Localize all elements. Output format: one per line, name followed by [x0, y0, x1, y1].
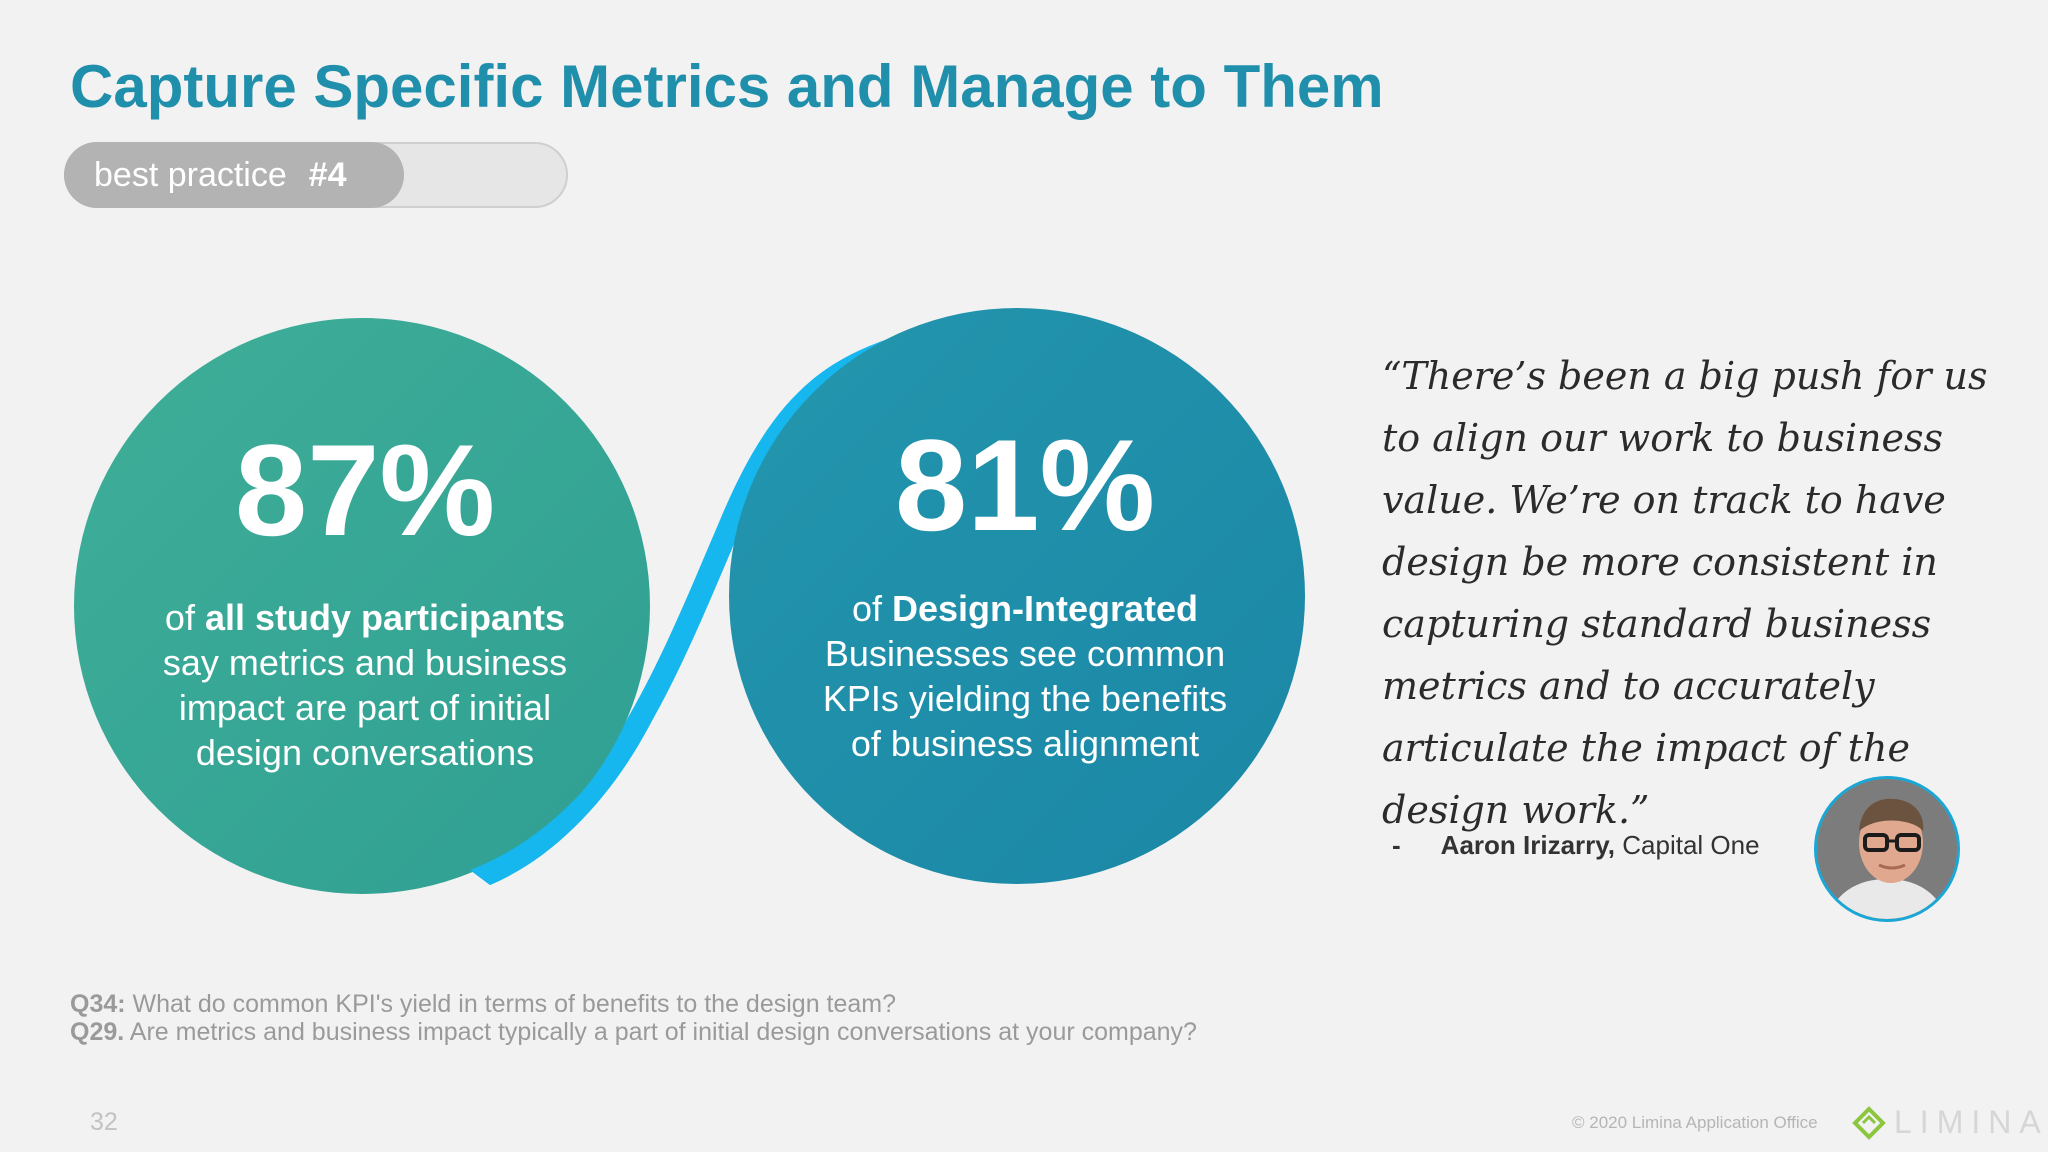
- stat-description: of all study participants say metrics an…: [100, 595, 630, 775]
- question-id: Q29.: [70, 1018, 125, 1046]
- question-item: Q29. Are metrics and business impact typ…: [70, 1018, 1197, 1046]
- stat-emphasis: all study participants: [204, 597, 566, 638]
- stat-block-design-integrated: 81% of Design-Integrated Businesses see …: [760, 420, 1290, 766]
- question-id: Q34:: [70, 990, 126, 1018]
- stat-line: of business alignment: [850, 723, 1200, 764]
- quote-author: Aaron Irizarry,: [1440, 830, 1616, 860]
- stat-line: Businesses see common: [824, 633, 1226, 674]
- quote-company: Capital One: [1622, 830, 1760, 860]
- copyright-notice: © 2020 Limina Application Office: [1572, 1113, 1818, 1132]
- stat-emphasis: Design-Integrated: [892, 588, 1199, 629]
- best-practice-badge-fill: [64, 142, 404, 208]
- stat-line: design conversations: [195, 732, 535, 773]
- badge-label: best practice: [94, 156, 287, 194]
- question-text: What do common KPI's yield in terms of b…: [132, 990, 897, 1018]
- stat-prefix: of: [164, 597, 195, 638]
- stat-circle-right: [729, 308, 1305, 884]
- stat-value: 81%: [894, 412, 1156, 558]
- stat-prefix: of: [851, 588, 882, 629]
- slide-title: Capture Specific Metrics and Manage to T…: [70, 53, 1384, 120]
- connector-ribbon: [470, 335, 905, 885]
- stat-line: KPIs yielding the benefits: [822, 678, 1228, 719]
- page-number: 32: [90, 1108, 118, 1136]
- stat-line: impact are part of initial: [178, 687, 552, 728]
- testimonial-quote: “There’s been a big push for us to align…: [1382, 354, 1988, 832]
- stat-description: of Design-Integrated Businesses see comm…: [760, 586, 1290, 766]
- quote-attribution: - Aaron Irizarry, Capital One: [1392, 830, 1760, 861]
- question-text: Are metrics and business impact typicall…: [129, 1018, 1197, 1046]
- attribution-dash: -: [1392, 830, 1401, 860]
- stat-circle-left: [74, 318, 650, 894]
- avatar-portrait-icon: [1817, 779, 1957, 919]
- best-practice-badge: best practice #4: [94, 156, 347, 195]
- author-avatar: [1814, 776, 1960, 922]
- stat-block-participants: 87% of all study participants say metric…: [100, 425, 630, 775]
- stat-value: 87%: [234, 417, 496, 563]
- stat-line: say metrics and business: [162, 642, 568, 683]
- limina-logo-text: LIMINA: [1894, 1104, 2048, 1140]
- limina-logo-icon: [1852, 1106, 1886, 1140]
- question-item: Q34: What do common KPI's yield in terms…: [70, 990, 1197, 1018]
- survey-questions: Q34: What do common KPI's yield in terms…: [70, 990, 1197, 1046]
- badge-number: #4: [308, 156, 347, 194]
- connector-ribbon-front: [470, 690, 662, 885]
